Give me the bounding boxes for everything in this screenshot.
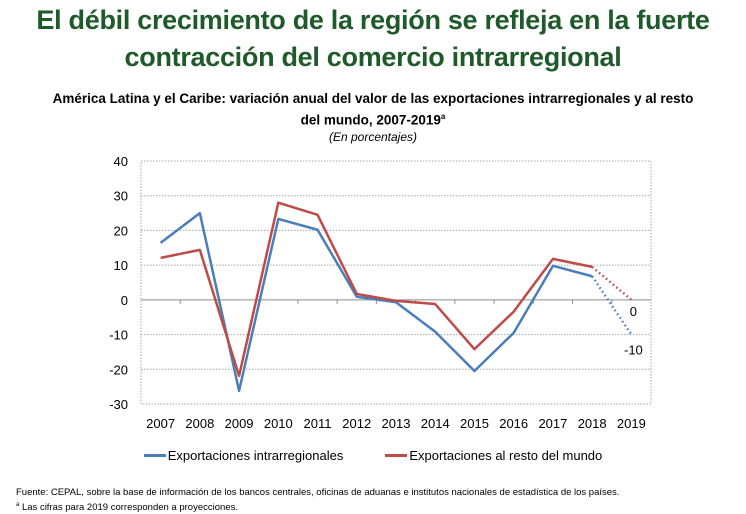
legend-item-intrarregionales: Exportaciones intrarregionales	[143, 448, 344, 463]
chart-title-line-2-text: del mundo, 2007-2019	[300, 112, 441, 128]
legend: Exportaciones intrarregionales Exportaci…	[0, 448, 746, 463]
source-note: Fuente: CEPAL, sobre la base de informac…	[16, 487, 620, 498]
footer: Fuente: CEPAL, sobre la base de informac…	[16, 487, 619, 514]
projection-note: a Las cifras para 2019 corresponden a pr…	[16, 499, 619, 514]
x-tick-label: 2010	[264, 416, 293, 431]
page-title: El débil crecimiento de la región se ref…	[0, 2, 746, 76]
title-line-2: contracción del comercio intrarregional	[124, 42, 622, 72]
x-tick-label: 2011	[304, 416, 332, 431]
legend-swatch-red	[385, 454, 408, 457]
y-tick-label: 40	[114, 154, 128, 169]
x-tick-label: 2013	[382, 416, 411, 431]
y-axis-ticks: 40 30 20 10 0 -10 -20 -30	[109, 154, 128, 412]
end-data-label: -10	[624, 343, 643, 358]
x-tick-label: 2015	[460, 416, 489, 431]
x-axis-ticks: 2007 2008 2009 2010 2011 2012 2013 2014 2015 2016…	[146, 299, 646, 431]
y-tick-label: 10	[114, 258, 128, 273]
y-tick-label: -10	[109, 328, 128, 343]
x-tick-label: 2009	[225, 416, 254, 431]
title-line-1: El débil crecimiento de la región se ref…	[36, 5, 710, 35]
y-tick-label: 30	[114, 189, 128, 204]
y-tick-label: -20	[109, 362, 128, 377]
chart-units: (En porcentajes)	[328, 130, 418, 144]
x-tick-label: 2019	[617, 416, 646, 431]
chart-title-line-2: del mundo, 2007-2019a	[20, 108, 726, 130]
note-text: Las cifras para 2019 corresponden a proy…	[19, 502, 238, 514]
x-tick-label: 2014	[421, 416, 450, 431]
x-tick-label: 2007	[146, 416, 175, 431]
chart-title-line-1: América Latina y el Caribe: variación an…	[52, 91, 694, 106]
y-tick-label: 20	[114, 223, 128, 238]
y-tick-label: 0	[121, 293, 128, 308]
note-marker: a	[16, 502, 20, 508]
legend-label: Exportaciones al resto del mundo	[409, 448, 603, 463]
legend-label: Exportaciones intrarregionales	[167, 448, 344, 463]
x-tick-label: 2012	[342, 416, 371, 431]
x-tick-label: 2018	[578, 416, 607, 431]
series-line-intrarregionales	[159, 211, 593, 393]
x-tick-label: 2008	[185, 416, 214, 431]
end-data-label: 0	[630, 304, 637, 319]
y-tick-label: -30	[109, 397, 128, 412]
legend-item-resto-mundo: Exportaciones al resto del mundo	[385, 448, 602, 463]
series-lines	[159, 201, 633, 393]
chart-title: América Latina y el Caribe: variación an…	[20, 90, 726, 130]
plot-border	[140, 160, 652, 405]
gridlines	[140, 160, 652, 405]
series-line-resto-mundo	[160, 201, 593, 378]
projection-line-intrarregionales	[591, 275, 633, 336]
data-labels: -10 0	[624, 304, 643, 358]
x-tick-label: 2016	[499, 416, 528, 431]
legend-swatch-blue	[143, 454, 166, 457]
title-superscript: a	[440, 112, 446, 121]
x-tick-label: 2017	[538, 416, 567, 431]
